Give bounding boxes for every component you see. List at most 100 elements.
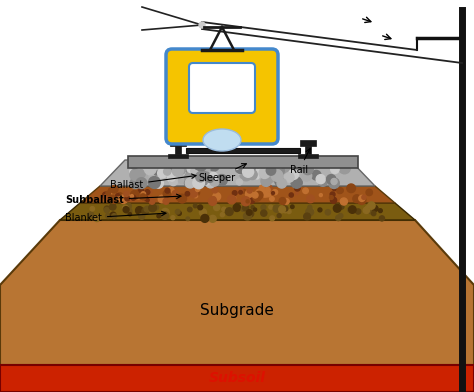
Circle shape bbox=[265, 187, 270, 192]
Circle shape bbox=[242, 189, 246, 193]
Circle shape bbox=[239, 191, 242, 194]
Circle shape bbox=[330, 192, 335, 197]
Circle shape bbox=[204, 164, 210, 171]
Circle shape bbox=[302, 163, 313, 174]
Circle shape bbox=[308, 205, 312, 209]
Circle shape bbox=[379, 216, 384, 221]
Circle shape bbox=[199, 22, 205, 28]
Circle shape bbox=[168, 172, 178, 183]
Circle shape bbox=[128, 158, 136, 167]
Circle shape bbox=[291, 160, 295, 165]
Circle shape bbox=[140, 194, 146, 200]
Circle shape bbox=[193, 177, 204, 189]
Circle shape bbox=[289, 193, 293, 197]
Circle shape bbox=[306, 208, 314, 216]
Circle shape bbox=[136, 194, 141, 199]
FancyBboxPatch shape bbox=[189, 63, 255, 113]
Circle shape bbox=[338, 188, 343, 193]
Circle shape bbox=[181, 198, 184, 201]
Circle shape bbox=[211, 197, 216, 201]
Circle shape bbox=[213, 192, 220, 200]
Text: Rail: Rail bbox=[290, 149, 310, 175]
Circle shape bbox=[102, 192, 109, 198]
Circle shape bbox=[198, 205, 202, 210]
Circle shape bbox=[217, 174, 227, 185]
Polygon shape bbox=[100, 160, 375, 186]
Circle shape bbox=[303, 188, 308, 194]
Circle shape bbox=[125, 196, 130, 201]
Circle shape bbox=[112, 214, 117, 219]
Circle shape bbox=[359, 195, 365, 201]
Text: Sleeper: Sleeper bbox=[198, 163, 246, 183]
Circle shape bbox=[148, 190, 152, 194]
Circle shape bbox=[129, 159, 139, 169]
Circle shape bbox=[332, 179, 338, 185]
Circle shape bbox=[122, 205, 128, 211]
Circle shape bbox=[167, 191, 174, 197]
Polygon shape bbox=[0, 220, 474, 365]
Circle shape bbox=[265, 162, 275, 172]
Bar bbox=[128, 156, 358, 168]
Circle shape bbox=[188, 207, 192, 212]
Circle shape bbox=[144, 206, 150, 212]
Circle shape bbox=[261, 176, 272, 186]
Circle shape bbox=[247, 188, 252, 193]
Circle shape bbox=[337, 160, 344, 167]
Circle shape bbox=[279, 198, 286, 204]
Circle shape bbox=[106, 213, 111, 218]
Circle shape bbox=[196, 187, 200, 191]
Circle shape bbox=[175, 209, 180, 214]
Circle shape bbox=[137, 173, 143, 178]
Circle shape bbox=[214, 205, 220, 211]
Circle shape bbox=[347, 207, 353, 212]
Circle shape bbox=[271, 170, 283, 181]
Circle shape bbox=[149, 199, 155, 204]
Circle shape bbox=[185, 192, 190, 196]
Circle shape bbox=[339, 205, 344, 209]
Circle shape bbox=[109, 188, 112, 192]
Circle shape bbox=[110, 212, 116, 218]
Circle shape bbox=[309, 208, 314, 214]
Circle shape bbox=[161, 209, 169, 216]
Circle shape bbox=[350, 209, 353, 212]
Circle shape bbox=[194, 162, 202, 170]
Circle shape bbox=[247, 196, 255, 204]
Circle shape bbox=[142, 158, 154, 170]
Circle shape bbox=[294, 185, 300, 191]
Circle shape bbox=[295, 191, 298, 194]
Circle shape bbox=[192, 171, 199, 177]
Circle shape bbox=[94, 216, 100, 221]
Circle shape bbox=[233, 204, 241, 211]
Circle shape bbox=[240, 169, 252, 181]
Bar bbox=[305, 146, 311, 154]
Circle shape bbox=[119, 195, 128, 203]
Text: Subgrade: Subgrade bbox=[200, 303, 274, 318]
Circle shape bbox=[181, 170, 187, 176]
Circle shape bbox=[272, 192, 274, 194]
Circle shape bbox=[261, 210, 267, 216]
Circle shape bbox=[126, 208, 132, 214]
Circle shape bbox=[145, 190, 150, 195]
Circle shape bbox=[143, 158, 152, 167]
Circle shape bbox=[137, 195, 141, 198]
Circle shape bbox=[141, 196, 145, 200]
Circle shape bbox=[336, 215, 341, 221]
Circle shape bbox=[154, 171, 158, 175]
Circle shape bbox=[265, 185, 272, 191]
Circle shape bbox=[253, 193, 261, 201]
Circle shape bbox=[116, 194, 120, 198]
Circle shape bbox=[283, 206, 288, 211]
Circle shape bbox=[148, 196, 153, 201]
Circle shape bbox=[187, 165, 195, 172]
Circle shape bbox=[154, 205, 159, 210]
Circle shape bbox=[209, 197, 217, 205]
Circle shape bbox=[185, 178, 195, 188]
Circle shape bbox=[254, 208, 256, 211]
Circle shape bbox=[264, 171, 269, 176]
Circle shape bbox=[138, 188, 144, 193]
Circle shape bbox=[273, 170, 280, 178]
Circle shape bbox=[226, 208, 233, 216]
Circle shape bbox=[240, 169, 245, 174]
Circle shape bbox=[260, 187, 266, 194]
Text: Subsoil: Subsoil bbox=[209, 371, 265, 385]
